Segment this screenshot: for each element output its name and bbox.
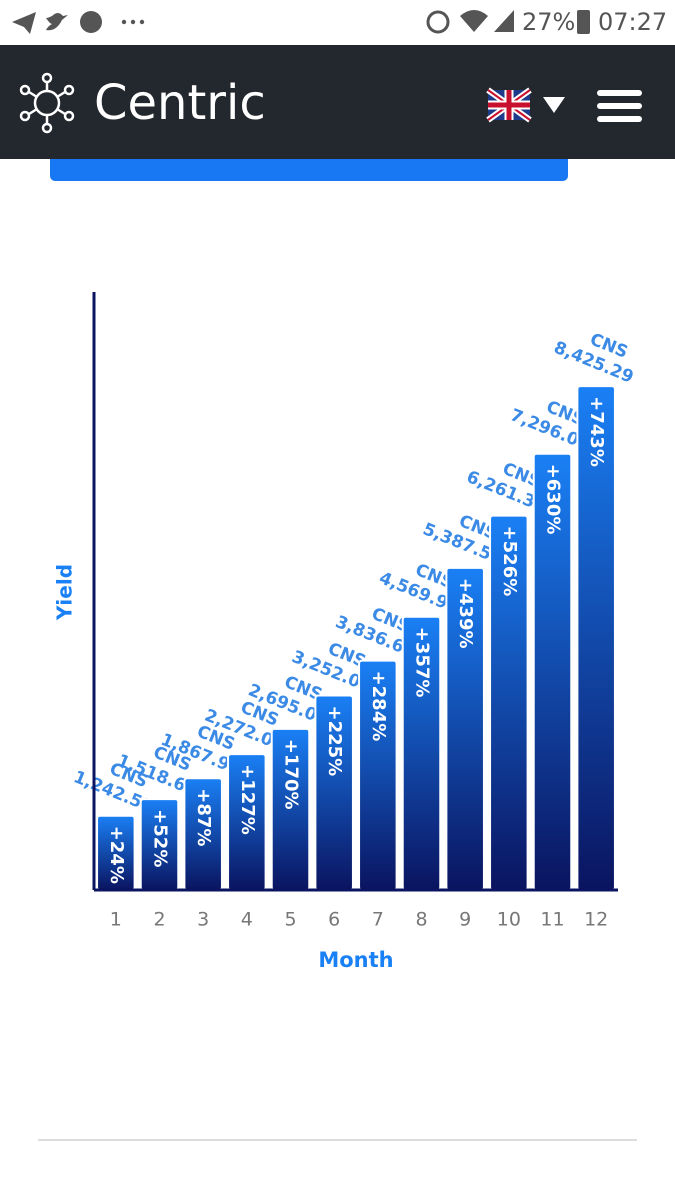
x-tick-label: 6 (328, 909, 340, 931)
growth-label: +743% (586, 396, 607, 467)
y-axis-title: Yield (53, 564, 77, 621)
growth-label: +52% (150, 809, 171, 867)
x-tick-label: 5 (284, 909, 296, 931)
wifi-icon (460, 10, 488, 32)
x-tick-label: 8 (415, 909, 427, 931)
language-selector[interactable] (486, 87, 565, 123)
header-edge (0, 150, 675, 159)
x-tick-label: 11 (540, 909, 564, 931)
x-tick-label: 12 (584, 909, 608, 931)
battery-icon (577, 10, 590, 34)
growth-label: +630% (543, 464, 564, 535)
x-tick-label: 2 (153, 909, 165, 931)
x-tick-label: 1 (110, 909, 122, 931)
growth-label: +170% (281, 739, 302, 810)
chart: Yield Month 1CNS1,242.51+24%2CNS1,518.69… (53, 292, 644, 972)
growth-label: +357% (412, 627, 433, 698)
x-tick-label: 3 (197, 909, 209, 931)
header (0, 45, 675, 159)
twitter-icon (46, 13, 68, 31)
status-bar: 27% 07:27 (12, 8, 667, 36)
logo-icon (19, 72, 75, 134)
value-label: CNS8,425.29 (551, 318, 644, 387)
growth-label: +24% (106, 826, 127, 884)
x-tick-label: 4 (241, 909, 253, 931)
x-tick-label: 7 (372, 909, 384, 931)
growth-label: +127% (237, 764, 258, 835)
growth-label: +526% (499, 526, 520, 597)
x-axis-title: Month (318, 948, 393, 972)
signal-icon (494, 10, 514, 32)
x-tick-label: 9 (459, 909, 471, 931)
menu-button[interactable] (597, 90, 642, 122)
clock: 07:27 (598, 8, 667, 36)
x-tick-label: 10 (497, 909, 521, 931)
growth-label: +87% (193, 788, 214, 846)
messenger-icon (80, 11, 102, 33)
telegram-icon (12, 12, 36, 34)
alarm-icon (426, 10, 450, 34)
battery-text: 27% (522, 8, 575, 36)
growth-label: +439% (455, 578, 476, 649)
brand[interactable]: Centric (94, 75, 266, 131)
growth-label: +284% (368, 671, 389, 742)
growth-label: +225% (324, 706, 345, 777)
